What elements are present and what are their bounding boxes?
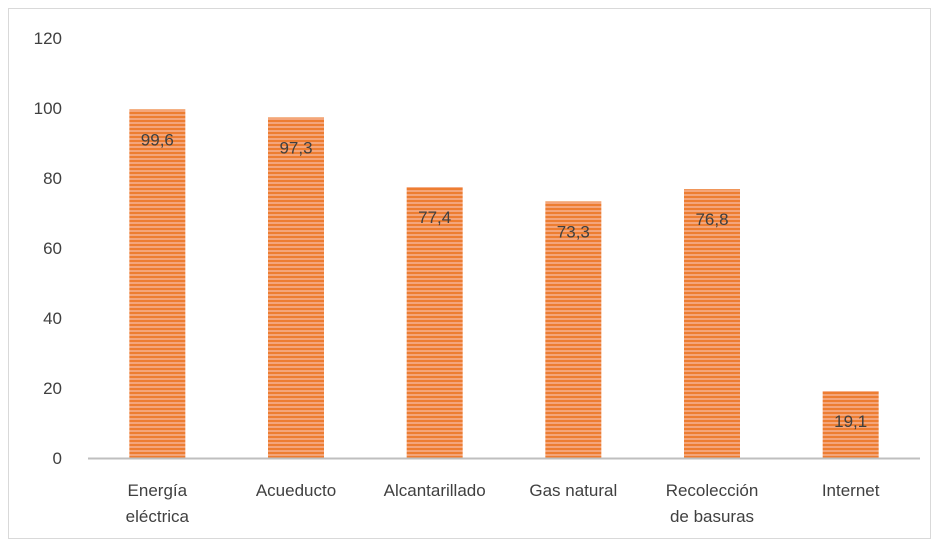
- x-category-label: Energía eléctrica: [126, 481, 190, 526]
- y-tick-label: 80: [43, 169, 62, 188]
- data-label: 73,3: [557, 222, 590, 241]
- bar: [822, 391, 879, 458]
- bar: [545, 201, 602, 458]
- y-tick-label: 60: [43, 239, 62, 258]
- data-label: 97,3: [279, 138, 312, 157]
- x-category-label-line: Energía: [128, 481, 188, 500]
- chart-border: [8, 8, 931, 539]
- data-label: 99,6: [141, 130, 174, 149]
- x-category-label-line: eléctrica: [126, 507, 190, 526]
- x-category-label-line: Internet: [822, 481, 880, 500]
- data-label: 19,1: [834, 412, 867, 431]
- bar: [268, 117, 324, 458]
- x-category-label-line: Alcantarillado: [384, 481, 486, 500]
- y-tick-label: 20: [43, 379, 62, 398]
- data-label: 76,8: [695, 210, 728, 229]
- bar: [129, 109, 186, 459]
- x-category-label: Recolección de basuras: [666, 481, 759, 526]
- x-category-label: Acueducto: [256, 481, 336, 500]
- x-category-label: Internet: [822, 481, 880, 500]
- y-tick-label: 40: [43, 309, 62, 328]
- data-label: 77,4: [418, 208, 451, 227]
- x-category-label-line: de basuras: [670, 507, 754, 526]
- bar: [684, 189, 740, 458]
- bar: [406, 187, 463, 458]
- x-category-label: Gas natural: [529, 481, 617, 500]
- x-category-label-line: Recolección: [666, 481, 759, 500]
- y-tick-label: 100: [34, 99, 62, 118]
- x-category-label-line: Acueducto: [256, 481, 336, 500]
- y-tick-label: 0: [53, 449, 62, 468]
- x-category-label: Alcantarillado: [384, 481, 486, 500]
- y-tick-label: 120: [34, 29, 62, 48]
- x-category-label-line: Gas natural: [529, 481, 617, 500]
